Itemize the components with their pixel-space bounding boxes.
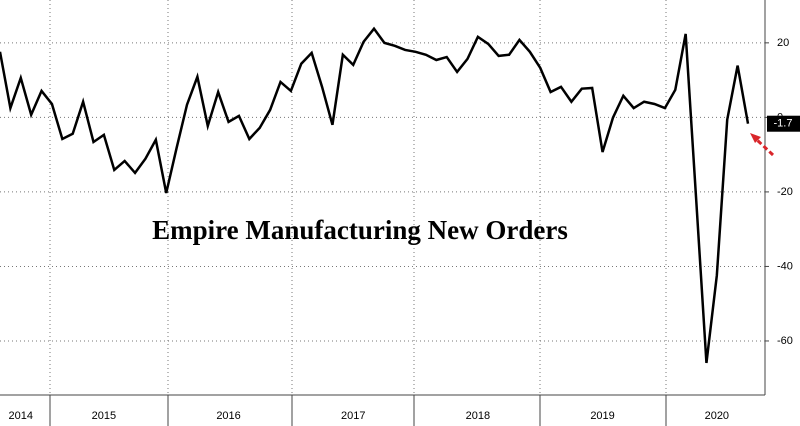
y-tick-label: -60 — [777, 335, 793, 347]
x-tick-label: 2014 — [9, 410, 33, 422]
value-label-box — [767, 115, 800, 132]
x-tick-label: 2016 — [216, 410, 240, 422]
arrow-head — [750, 133, 761, 143]
y-tick-label: -20 — [777, 186, 793, 198]
y-tick-label: 20 — [777, 37, 789, 49]
arrow-shaft — [754, 137, 775, 157]
x-tick-label: 2015 — [92, 410, 116, 422]
value-label: -1.7 — [774, 118, 793, 130]
y-tick-label: -40 — [777, 260, 793, 272]
chart-title: Empire Manufacturing New Orders — [152, 215, 568, 245]
x-tick-label: 2020 — [705, 410, 729, 422]
data-line — [0, 26, 750, 364]
x-tick-label: 2018 — [466, 410, 490, 422]
x-tick-label: 2019 — [590, 410, 614, 422]
x-tick-label: 2017 — [341, 410, 365, 422]
